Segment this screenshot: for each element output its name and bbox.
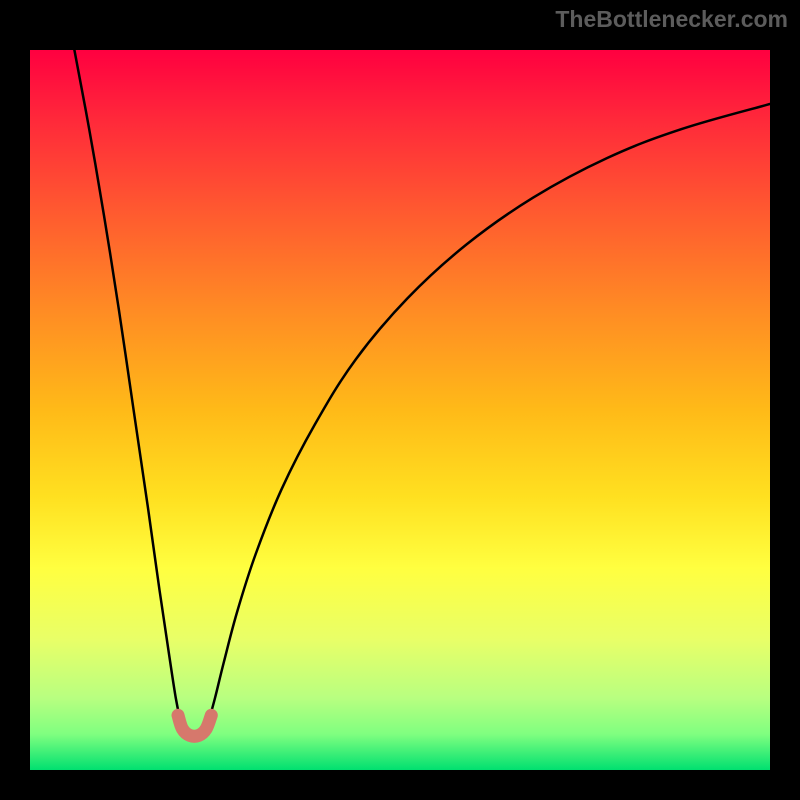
watermark-text: TheBottlenecker.com <box>555 6 788 33</box>
plot-area <box>30 50 770 770</box>
chart-container: TheBottlenecker.com <box>0 0 800 800</box>
curve-left-branch <box>74 50 180 720</box>
bottom-arc <box>178 715 211 736</box>
curve-layer <box>30 50 770 770</box>
curve-right-branch <box>209 104 770 720</box>
